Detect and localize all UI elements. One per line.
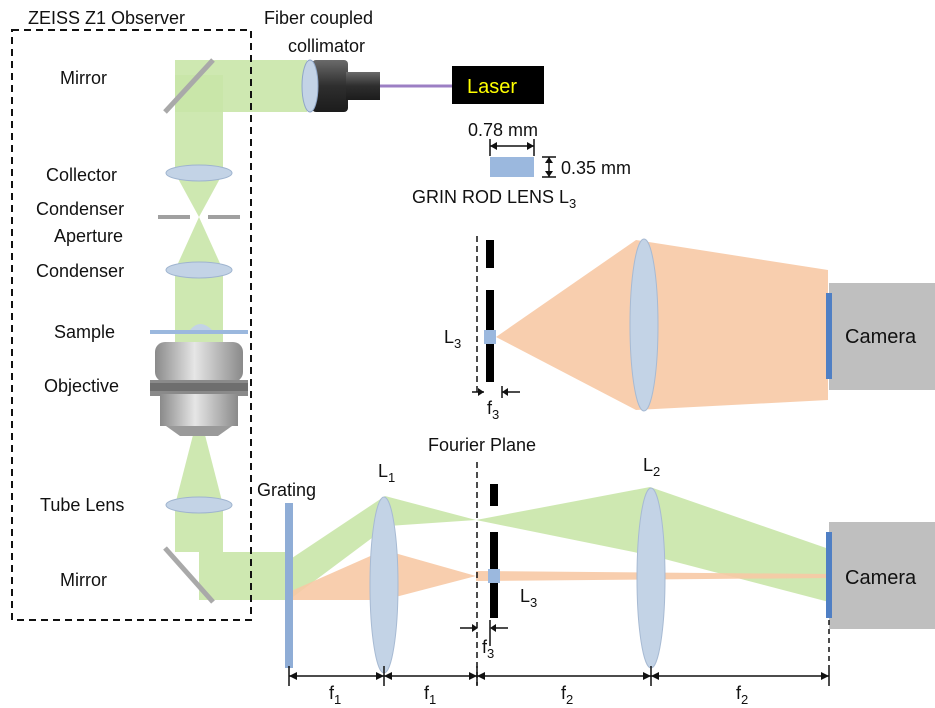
label-condenser: Condenser: [36, 261, 124, 281]
laser-box: [452, 66, 544, 104]
grin-rod-lens: [490, 157, 534, 177]
bottom-grin-lens: [488, 569, 500, 583]
top-f3-arrow-right: [502, 388, 508, 396]
bottom-mirror: [163, 546, 215, 604]
grin-width-label: 0.78 mm: [468, 120, 538, 140]
top-grin-lens: [484, 330, 496, 344]
focal-dimension-arrows: [289, 672, 829, 680]
lens-l2: [636, 487, 666, 669]
beam-l2-bottom-fill: [636, 400, 828, 410]
top-camera-sensor: [826, 293, 832, 379]
laser-label: Laser: [467, 76, 517, 98]
label-condenser-aperture-1: Condenser: [36, 199, 124, 219]
bottom-mask-upper: [490, 484, 498, 506]
beam-l2-top-fill: [636, 240, 828, 270]
top-l3-label: L3: [444, 327, 461, 351]
label-mirror-top: Mirror: [60, 68, 107, 88]
beam-collector-to-focus: [175, 173, 223, 217]
top-mask-upper: [486, 240, 494, 268]
beam-objective-to-tube-lens: [175, 435, 223, 505]
sample-slide: [150, 330, 248, 334]
beam-grin-to-l2-orange: [496, 240, 636, 410]
fiber-collimator: [301, 59, 380, 113]
bottom-camera: [829, 522, 935, 629]
bottom-f3-arrow-left: [472, 624, 478, 632]
l1-label: L1: [378, 461, 395, 485]
green-beams: [175, 60, 829, 602]
label-collector: Collector: [46, 165, 117, 185]
collimator-label-2: collimator: [288, 36, 365, 56]
beam-mirror-to-grating: [199, 552, 289, 600]
label-sample: Sample: [54, 322, 115, 342]
focal-length-f2-b: f2: [736, 683, 748, 707]
label-tube-lens: Tube Lens: [40, 495, 124, 515]
beam-diffracted-green: [289, 496, 388, 600]
beam-focus-to-condenser: [175, 217, 223, 270]
grating: [285, 503, 293, 668]
top-lens-l2: [629, 238, 659, 412]
lens-l1: [369, 496, 399, 674]
focal-length-f1-a: f1: [329, 683, 341, 707]
top-f3-label: f3: [487, 398, 499, 422]
focal-dimension-line: [288, 620, 830, 686]
label-mirror-bottom: Mirror: [60, 570, 107, 590]
condenser-lens: [165, 261, 233, 279]
top-mirror: [163, 58, 215, 114]
microscope-boundary: [11, 29, 252, 621]
beam-grating-to-l1-orange: [289, 550, 384, 600]
bottom-f3-arrow-right: [490, 624, 496, 632]
top-f3-arrow-left: [478, 388, 484, 396]
grin-caption: GRIN ROD LENS L3: [412, 187, 576, 211]
bottom-camera-sensor: [826, 532, 832, 618]
bottom-camera-label: Camera: [845, 567, 917, 589]
bottom-f3-label: f3: [482, 637, 494, 661]
tube-lens: [165, 496, 233, 514]
collimator-label-1: Fiber coupled: [264, 8, 373, 28]
microscope-title: ZEISS Z1 Observer: [28, 8, 185, 28]
sample-specimen: [190, 324, 212, 330]
objective-lens: [150, 342, 248, 436]
beam-l1-to-fourier-orange: [384, 550, 476, 600]
l2-label: L2: [643, 455, 660, 479]
beam-condenser-to-objective: [175, 270, 223, 355]
bottom-l3-label: L3: [520, 586, 537, 610]
grin-inset: [489, 139, 556, 178]
label-objective: Objective: [44, 376, 119, 396]
focal-length-f1-b: f1: [424, 683, 436, 707]
label-condenser-aperture-2: Aperture: [54, 226, 123, 246]
beam-fourier-to-l2-green: [476, 487, 653, 556]
top-camera: [829, 283, 935, 390]
top-camera-label: Camera: [845, 326, 917, 348]
collector-lens: [165, 164, 233, 182]
fourier-plane-label: Fourier Plane: [428, 435, 536, 455]
grating-label: Grating: [257, 480, 316, 500]
beam-l2-to-camera-top-orange: [636, 270, 828, 400]
beam-l2-to-camera-green: [650, 487, 829, 602]
focal-length-f2-a: f2: [561, 683, 573, 707]
orange-beams: [289, 240, 829, 600]
grin-height-label: 0.35 mm: [561, 158, 631, 178]
beam-l1-to-fourier-green: [385, 496, 476, 526]
